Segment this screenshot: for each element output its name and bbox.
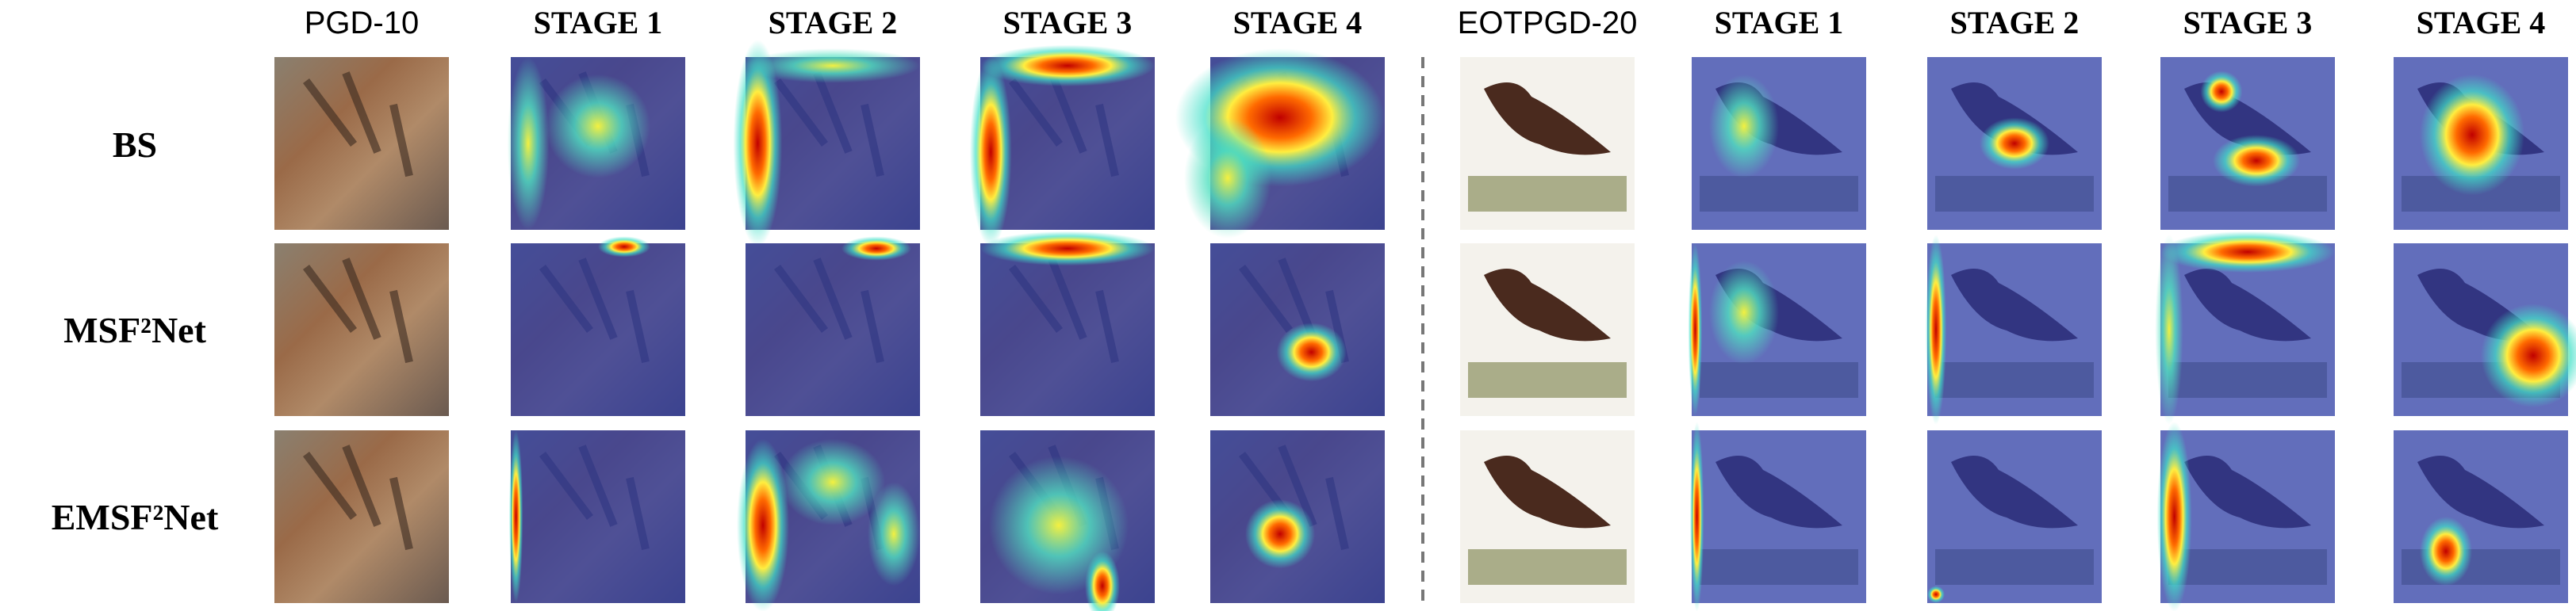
heatmap-tint: [980, 243, 1155, 416]
heatmap-blob: [733, 40, 783, 247]
column-header: STAGE 2: [1950, 5, 2080, 40]
column-header: STAGE 1: [1715, 5, 1844, 40]
heatmap-blob: [1980, 117, 2049, 170]
heatmap-blob: [508, 430, 523, 603]
bird-shape: [1484, 269, 1611, 342]
column-header: STAGE 4: [2417, 5, 2546, 40]
heatmap-blob: [1688, 243, 1703, 416]
heatmap-tint: [1692, 430, 1866, 603]
column-header: STAGE 3: [2183, 5, 2313, 40]
heatmap-blob: [2200, 71, 2243, 113]
heatmap-tint: [2394, 430, 2568, 603]
heatmap-blob: [1927, 586, 1945, 603]
heatmap-blob: [2420, 517, 2472, 586]
heatmap-blob: [969, 56, 1012, 247]
heatmap-blob: [2481, 304, 2576, 408]
heatmap-blob: [507, 57, 550, 230]
column-header: PGD-10: [305, 6, 420, 40]
column-header: STAGE 3: [1003, 5, 1133, 40]
heatmap-blob: [737, 438, 789, 611]
heatmap-blob: [2420, 74, 2524, 196]
column-header: STAGE 4: [1233, 5, 1363, 40]
row-label: MSF²Net: [63, 310, 207, 350]
column-header: STAGE 1: [534, 5, 663, 40]
row-label: EMSF²Net: [52, 497, 219, 537]
heatmap-blob: [2156, 422, 2192, 611]
ground: [1468, 176, 1627, 212]
heatmap-tint: [511, 243, 685, 416]
heatmap-blob: [1184, 117, 1271, 239]
heatmap-blob: [780, 438, 885, 525]
cat-image: [274, 57, 449, 230]
heatmap-blob: [1925, 235, 1947, 425]
heatmap-blob: [980, 44, 1155, 87]
cat-image: [274, 243, 449, 416]
row-label: BS: [113, 124, 157, 165]
heatmap-blob: [2160, 231, 2335, 273]
cat-stripes: [303, 71, 413, 178]
heatmap-blob: [1709, 260, 1779, 365]
heatmap-blob: [546, 74, 650, 178]
heatmap-tint: [511, 430, 685, 603]
heatmap-blob: [1689, 422, 1704, 611]
bird-shape: [1484, 82, 1611, 155]
column-header: EOTPGD-20: [1458, 6, 1638, 40]
heatmap-blob: [1245, 499, 1315, 569]
cat-image: [274, 430, 449, 603]
heatmap-blob: [598, 236, 650, 258]
heatmap-blob: [2155, 235, 2183, 425]
ground: [1468, 549, 1627, 585]
heatmap-blob: [746, 48, 920, 83]
cat-stripes: [303, 258, 413, 364]
heatmap-blob: [1085, 551, 1120, 611]
heatmap-blob: [841, 236, 911, 261]
ground: [1468, 362, 1627, 398]
heatmap-blob: [868, 482, 920, 586]
heatmap-blob: [1276, 323, 1347, 382]
heatmap-blob: [980, 231, 1155, 266]
heatmap-tint: [746, 243, 920, 416]
heatmap-blob: [1709, 74, 1779, 178]
bird-shape: [1484, 456, 1611, 529]
cat-stripes: [303, 445, 413, 551]
column-header: STAGE 2: [769, 5, 898, 40]
heatmap-tint: [1927, 243, 2102, 416]
heatmap-tint: [1927, 430, 2102, 603]
heatmap-blob: [2213, 135, 2300, 187]
